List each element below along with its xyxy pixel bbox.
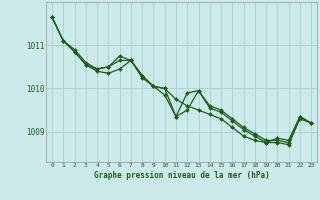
X-axis label: Graphe pression niveau de la mer (hPa): Graphe pression niveau de la mer (hPa) bbox=[94, 171, 269, 180]
